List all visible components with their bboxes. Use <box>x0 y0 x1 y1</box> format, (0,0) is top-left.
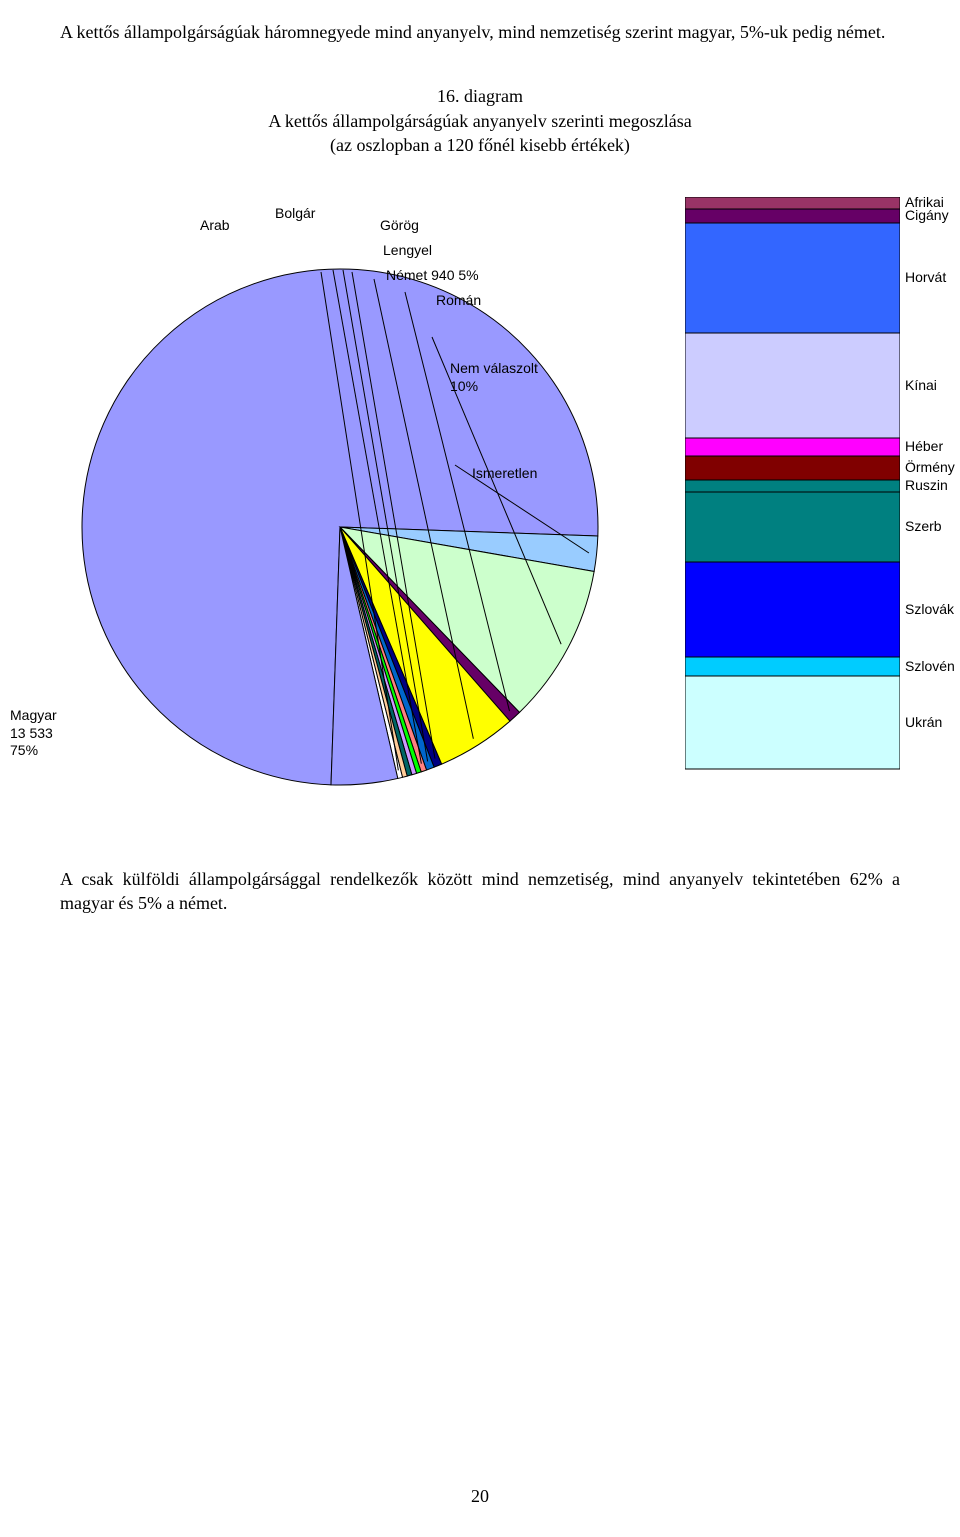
pie-chart: Magyar 13 533 75%IsmeretlenNem válaszolt… <box>60 237 620 797</box>
legend-swatch <box>685 333 900 438</box>
page-number: 20 <box>0 1486 960 1507</box>
pie-label-nemet: Német 940 5% <box>386 267 479 285</box>
legend-label: Szerb <box>905 519 942 534</box>
legend-swatch <box>685 456 900 480</box>
pie-label-bolgar: Bolgár <box>275 205 315 223</box>
pie-label-magyar: Magyar 13 533 75% <box>10 707 57 760</box>
chart-title-line2: A kettős állampolgárságúak anyanyelv sze… <box>268 111 691 131</box>
pie-label-ismeretlen: Ismeretlen <box>472 465 537 483</box>
chart-title: 16. diagram A kettős állampolgárságúak a… <box>60 84 900 157</box>
legend-label: Horvát <box>905 270 946 285</box>
pie-label-nemvalaszolt: Nem válaszolt 10% <box>450 360 538 395</box>
chart-area: Magyar 13 533 75%IsmeretlenNem válaszolt… <box>60 197 900 837</box>
chart-title-line1: 16. diagram <box>437 86 523 106</box>
pie-label-lengyel: Lengyel <box>383 242 432 260</box>
legend-swatch <box>685 223 900 333</box>
intro-paragraph: A kettős állampolgárságúak háromnegyede … <box>60 20 900 44</box>
legend-label: Cigány <box>905 208 949 223</box>
pie-label-arab: Arab <box>200 217 230 235</box>
outro-paragraph: A csak külföldi állampolgársággal rendel… <box>60 867 900 916</box>
legend-column: AfrikaiCigányHorvátKínaiHéberÖrményRuszi… <box>685 197 900 837</box>
legend-label: Héber <box>905 439 943 454</box>
legend-swatch <box>685 480 900 492</box>
legend-swatch <box>685 438 900 456</box>
legend-swatch <box>685 676 900 769</box>
legend-swatch <box>685 197 900 209</box>
pie-label-gorog: Görög <box>380 217 419 235</box>
legend-swatch <box>685 562 900 657</box>
legend-swatch <box>685 657 900 676</box>
legend-label: Ruszin <box>905 478 948 493</box>
legend-swatch <box>685 492 900 562</box>
chart-title-line3: (az oszlopban a 120 főnél kisebb értékek… <box>330 135 630 155</box>
legend-label: Szlovén <box>905 659 955 674</box>
pie-label-roman: Román <box>436 292 481 310</box>
legend-label: Kínai <box>905 378 937 393</box>
legend-label: Ukrán <box>905 715 942 730</box>
legend-label: Örmény <box>905 460 955 475</box>
legend-swatch <box>685 209 900 223</box>
legend-label: Szlovák <box>905 602 954 617</box>
